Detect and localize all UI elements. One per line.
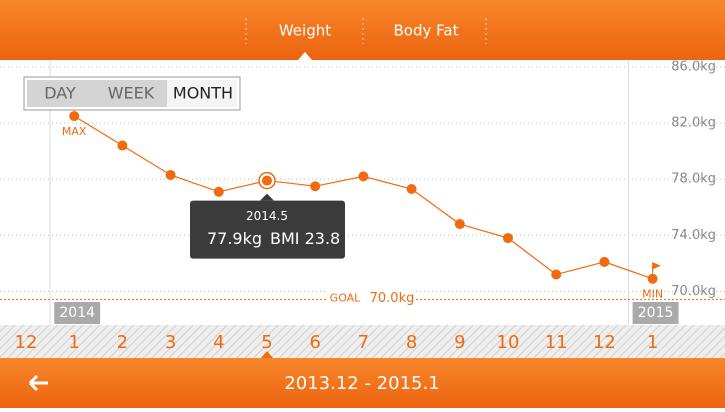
axis-strip <box>0 325 725 358</box>
date-range: 2013.12 - 2015.1 <box>284 373 439 394</box>
year-tag <box>632 302 679 324</box>
point <box>406 183 417 194</box>
year-tag <box>54 302 101 324</box>
x-tick-label: 10 <box>497 332 520 353</box>
tooltip-date: 2014.5 <box>246 209 288 223</box>
x-tick-label: 2 <box>117 332 128 353</box>
point <box>454 219 465 230</box>
tooltip-pointer <box>260 193 274 201</box>
year-label: 2014 <box>59 305 95 321</box>
tooltip-weight: 77.9kg <box>207 229 262 248</box>
range-day[interactable]: DAY <box>44 84 76 103</box>
y-tick-label: 74.0kg <box>671 228 716 243</box>
back-button[interactable] <box>28 374 48 392</box>
x-tick-label: 1 <box>68 332 79 353</box>
goal-value: 70.0kg <box>370 291 415 306</box>
x-tick-label: 1 <box>647 332 658 353</box>
point <box>551 269 562 280</box>
min-label: MIN <box>642 288 663 301</box>
point <box>647 273 658 284</box>
tooltip <box>190 200 345 259</box>
range-week[interactable]: WEEK <box>108 84 155 103</box>
x-tick-label: 7 <box>358 332 369 353</box>
y-tick-label: 82.0kg <box>671 116 716 131</box>
goal-label-bg <box>326 290 416 307</box>
point <box>117 140 128 151</box>
point <box>213 186 224 197</box>
tooltip-bmi: BMI 23.8 <box>270 229 340 248</box>
x-tick-label: 12 <box>593 332 616 353</box>
x-tick-label: 12 <box>15 332 38 353</box>
selected-marker <box>261 351 273 358</box>
y-tick-label: 86.0kg <box>671 60 716 75</box>
x-tick-label: 11 <box>545 332 568 353</box>
range-on <box>167 80 237 107</box>
range-off <box>27 80 167 107</box>
goal-label: GOAL <box>330 291 362 304</box>
x-tick-label: 4 <box>213 332 224 353</box>
y-tick-label: 70.0kg <box>671 284 716 299</box>
x-tick-label: 8 <box>406 332 417 353</box>
x-tick-label: 6 <box>309 332 320 353</box>
tab-body-fat[interactable]: Body Fat <box>394 22 459 40</box>
point <box>69 111 80 122</box>
point <box>358 171 369 182</box>
point <box>165 169 176 180</box>
year-label: 2015 <box>638 305 674 321</box>
max-label: MAX <box>62 125 87 138</box>
range-month[interactable]: MONTH <box>173 84 233 103</box>
point <box>262 175 272 186</box>
x-tick-label: 5 <box>261 332 272 353</box>
point <box>503 233 513 244</box>
point <box>310 181 321 192</box>
y-tick-label: 78.0kg <box>671 172 716 187</box>
tab-indicator <box>298 52 312 60</box>
x-tick-label: 9 <box>454 332 465 353</box>
point <box>599 256 610 267</box>
min-flag <box>652 261 661 274</box>
tab-weight[interactable]: Weight <box>279 22 331 40</box>
footer <box>0 358 725 408</box>
x-tick-label: 3 <box>165 332 176 353</box>
